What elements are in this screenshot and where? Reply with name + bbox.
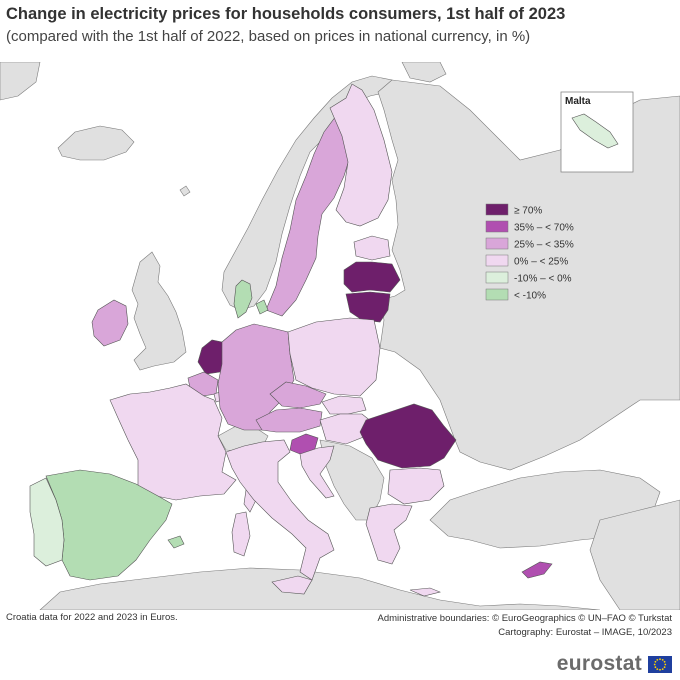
- eurostat-logo: eurostat: [557, 652, 672, 676]
- map-subtitle: (compared with the 1st half of 2022, bas…: [6, 28, 531, 45]
- legend-swatch: [485, 237, 509, 250]
- footnote: Croatia data for 2022 and 2023 in Euros.: [6, 612, 178, 623]
- germany: [217, 323, 295, 431]
- legend: ≥ 70% 35% – < 70% 25% – < 35% 0% – < 25% -10…: [485, 203, 574, 302]
- slovakia: [321, 395, 367, 415]
- portugal: [29, 477, 65, 567]
- faroe: [179, 185, 191, 197]
- eurostat-wordmark: eurostat: [556, 652, 642, 675]
- eu-countries: [29, 83, 553, 597]
- legend-label: 0% – < 25%: [514, 257, 568, 268]
- poland: [287, 317, 381, 397]
- czechia: [269, 381, 327, 409]
- eu-flag-icon: [648, 655, 672, 673]
- europe-map: Malta ≥ 70% 35% – < 70% 25% – < 35% 0% – < …: [0, 62, 680, 610]
- latvia: [343, 261, 401, 293]
- finland: [329, 83, 393, 227]
- credit-boundaries: Administrative boundaries: © EuroGeograp…: [377, 613, 672, 624]
- legend-swatch: [485, 203, 509, 216]
- greece: [365, 503, 413, 565]
- map-title: Change in electricity prices for househo…: [6, 5, 566, 23]
- legend-label: -10% – < 0%: [514, 274, 572, 285]
- malta-inset-title: Malta: [565, 96, 591, 107]
- north-africa: [39, 567, 601, 610]
- malta-inset: Malta: [560, 91, 634, 173]
- italy: [225, 439, 335, 581]
- france: [109, 383, 237, 501]
- legend-swatch: [485, 288, 509, 301]
- austria: [255, 407, 323, 433]
- balearic: [167, 535, 185, 549]
- crete: [409, 587, 441, 597]
- legend-swatch: [485, 254, 509, 267]
- croatia: [299, 445, 335, 499]
- lithuania: [345, 291, 391, 323]
- legend-label: < -10%: [514, 291, 546, 302]
- bulgaria: [387, 467, 445, 505]
- arctic-islands: [401, 62, 447, 83]
- credits: Administrative boundaries: © EuroGeograp…: [377, 612, 672, 640]
- estonia: [353, 235, 391, 261]
- sardinia: [231, 511, 251, 557]
- legend-label: ≥ 70%: [514, 206, 542, 217]
- non-eu-land: [0, 62, 680, 610]
- cyprus: [521, 561, 553, 579]
- legend-swatch: [485, 220, 509, 233]
- denmark-islands: [255, 299, 269, 315]
- great-britain: [131, 251, 187, 371]
- legend-swatch: [485, 271, 509, 284]
- legend-label: 25% – < 35%: [514, 240, 574, 251]
- ireland: [91, 299, 129, 347]
- sicily: [271, 575, 313, 595]
- denmark: [233, 279, 253, 319]
- iceland: [57, 125, 135, 161]
- credit-cartography: Cartography: Eurostat – IMAGE, 10/2023: [498, 627, 672, 638]
- greenland: [0, 62, 41, 101]
- legend-label: 35% – < 70%: [514, 223, 574, 234]
- middle-east: [589, 499, 680, 610]
- romania: [359, 403, 457, 469]
- malta: [571, 113, 619, 149]
